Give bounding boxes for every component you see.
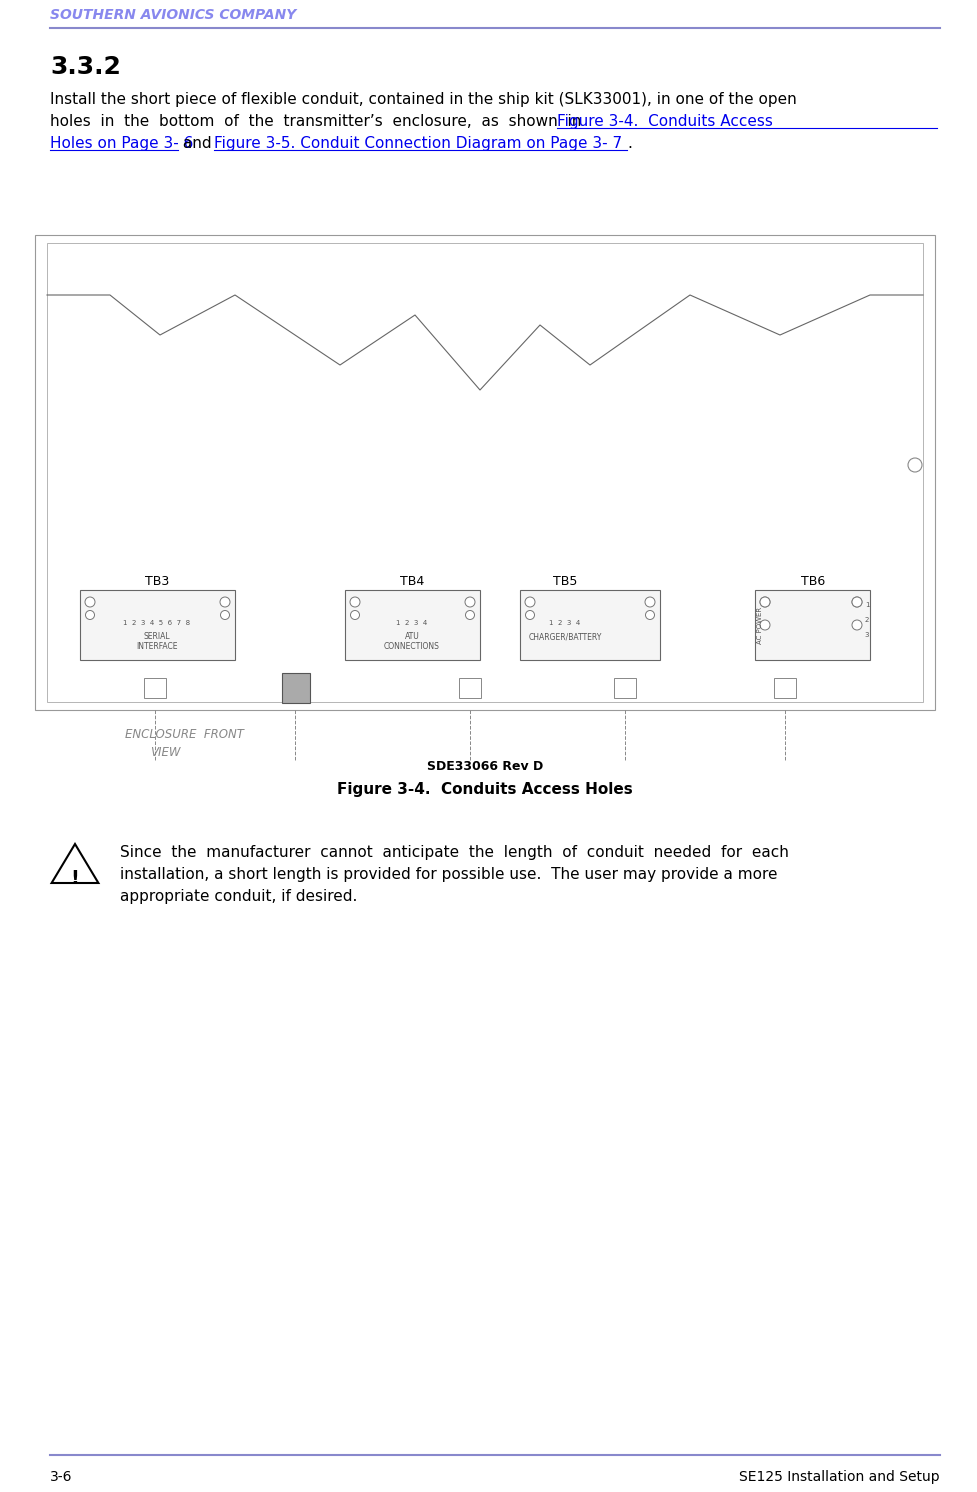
Text: Figure 3-4.  Conduits Access: Figure 3-4. Conduits Access xyxy=(557,113,773,128)
Text: 3-6: 3-6 xyxy=(50,1470,72,1485)
Bar xyxy=(755,589,870,659)
Text: ATU: ATU xyxy=(404,633,419,642)
Circle shape xyxy=(465,610,475,619)
Circle shape xyxy=(220,597,230,607)
Bar xyxy=(614,677,636,698)
Bar xyxy=(144,677,166,698)
Circle shape xyxy=(760,597,770,607)
Text: ENCLOSURE  FRONT: ENCLOSURE FRONT xyxy=(125,728,244,742)
Bar xyxy=(520,589,660,659)
Circle shape xyxy=(645,597,655,607)
Text: TB5: TB5 xyxy=(553,574,577,588)
Circle shape xyxy=(350,597,360,607)
Text: 3.3.2: 3.3.2 xyxy=(50,55,121,79)
Text: installation, a short length is provided for possible use.  The user may provide: installation, a short length is provided… xyxy=(120,867,778,882)
Circle shape xyxy=(86,610,95,619)
Text: Install the short piece of flexible conduit, contained in the ship kit (SLK33001: Install the short piece of flexible cond… xyxy=(50,93,797,107)
Circle shape xyxy=(525,597,535,607)
Bar xyxy=(284,677,306,698)
Text: INTERFACE: INTERFACE xyxy=(136,642,178,651)
Circle shape xyxy=(760,621,770,630)
Text: Figure 3-4.  Conduits Access Holes: Figure 3-4. Conduits Access Holes xyxy=(337,782,633,797)
Text: SE125 Installation and Setup: SE125 Installation and Setup xyxy=(740,1470,940,1485)
Text: 1: 1 xyxy=(865,601,870,609)
Circle shape xyxy=(760,597,770,607)
Bar xyxy=(80,589,235,659)
Text: appropriate conduit, if desired.: appropriate conduit, if desired. xyxy=(120,889,358,904)
Circle shape xyxy=(351,610,360,619)
Polygon shape xyxy=(52,844,99,883)
Text: CONNECTIONS: CONNECTIONS xyxy=(384,642,440,651)
Text: TB6: TB6 xyxy=(801,574,826,588)
Circle shape xyxy=(852,597,862,607)
Circle shape xyxy=(852,621,862,630)
Text: 1  2  3  4  5  6  7  8: 1 2 3 4 5 6 7 8 xyxy=(123,621,191,627)
Circle shape xyxy=(852,597,862,607)
Circle shape xyxy=(526,610,534,619)
Text: 1  2  3  4: 1 2 3 4 xyxy=(397,621,428,627)
Bar xyxy=(35,236,935,710)
Text: 2: 2 xyxy=(865,618,870,624)
Text: Holes on Page 3- 6: Holes on Page 3- 6 xyxy=(50,136,193,151)
Text: 1  2  3  4: 1 2 3 4 xyxy=(549,621,580,627)
Text: .: . xyxy=(627,136,632,151)
Text: Since  the  manufacturer  cannot  anticipate  the  length  of  conduit  needed  : Since the manufacturer cannot anticipate… xyxy=(120,844,788,859)
Text: TB3: TB3 xyxy=(145,574,169,588)
Circle shape xyxy=(85,597,95,607)
Text: !: ! xyxy=(70,868,79,888)
Text: TB4: TB4 xyxy=(400,574,424,588)
Text: SDE33066 Rev D: SDE33066 Rev D xyxy=(427,759,543,773)
Text: Figure 3-5. Conduit Connection Diagram on Page 3- 7: Figure 3-5. Conduit Connection Diagram o… xyxy=(214,136,622,151)
Text: CHARGER/BATTERY: CHARGER/BATTERY xyxy=(529,633,602,642)
Bar xyxy=(459,677,481,698)
Text: VIEW: VIEW xyxy=(150,746,181,759)
Bar xyxy=(345,589,480,659)
Text: SERIAL: SERIAL xyxy=(144,633,170,642)
Bar xyxy=(47,243,923,703)
Circle shape xyxy=(465,597,475,607)
Text: AC POWER: AC POWER xyxy=(757,606,763,643)
Bar xyxy=(774,677,796,698)
Text: and: and xyxy=(178,136,217,151)
Text: holes  in  the  bottom  of  the  transmitter’s  enclosure,  as  shown  in: holes in the bottom of the transmitter’s… xyxy=(50,113,591,128)
Text: 3: 3 xyxy=(865,633,870,639)
Circle shape xyxy=(646,610,655,619)
Text: SOUTHERN AVIONICS COMPANY: SOUTHERN AVIONICS COMPANY xyxy=(50,7,296,22)
Bar xyxy=(282,673,310,703)
Circle shape xyxy=(221,610,230,619)
